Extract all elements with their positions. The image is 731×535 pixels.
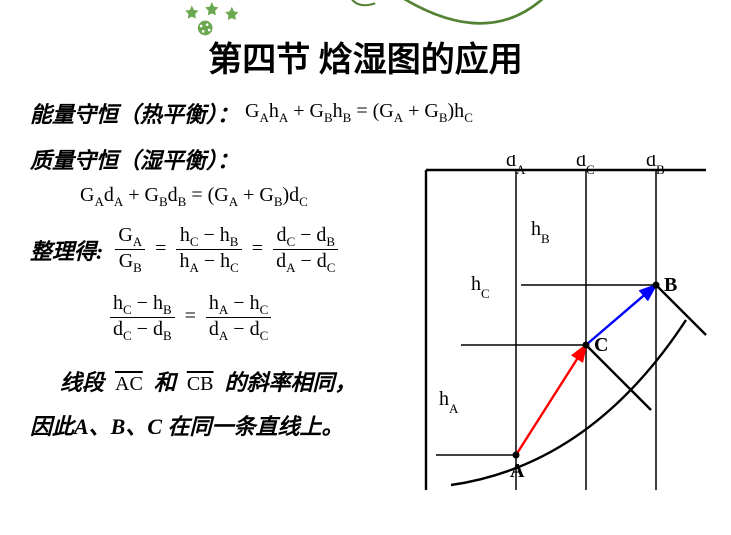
psychrometric-diagram: dA dC dB hB hC hA A B C — [391, 155, 711, 515]
svg-text:dB: dB — [646, 155, 665, 177]
ratio-formula-2: hC − hBdC − dB = hA − hCdA − dC — [110, 305, 271, 327]
segment-mid: 和 — [154, 370, 176, 395]
mass-formula: GAdA + GBdB = (GA + GB)dC — [80, 184, 308, 206]
segment-cb: CB — [187, 373, 214, 395]
rearrange-label: 整理得: — [30, 234, 103, 266]
svg-text:C: C — [594, 334, 608, 356]
segment-pre: 线段 — [60, 370, 104, 395]
svg-text:dC: dC — [576, 155, 595, 177]
svg-text:dA: dA — [506, 155, 526, 177]
energy-label: 能量守恒（热平衡）： — [30, 97, 239, 129]
svg-text:B: B — [664, 274, 677, 296]
ratio-formula-1: GAGB = hC − hBhA − hC = dC − dBdA − dC — [115, 224, 338, 276]
segment-post: 的斜率相同， — [225, 370, 357, 395]
svg-text:hA: hA — [439, 388, 459, 416]
energy-formula: GAhA + GBhB = (GA + GB)hC — [245, 100, 473, 126]
energy-conservation-row: 能量守恒（热平衡）： GAhA + GBhB = (GA + GB)hC — [30, 97, 711, 129]
segment-ac: AC — [115, 373, 143, 395]
svg-text:hC: hC — [471, 273, 490, 301]
page-title: 第四节 焓湿图的应用 — [0, 0, 731, 81]
svg-text:hB: hB — [531, 218, 550, 246]
svg-text:A: A — [510, 460, 525, 482]
